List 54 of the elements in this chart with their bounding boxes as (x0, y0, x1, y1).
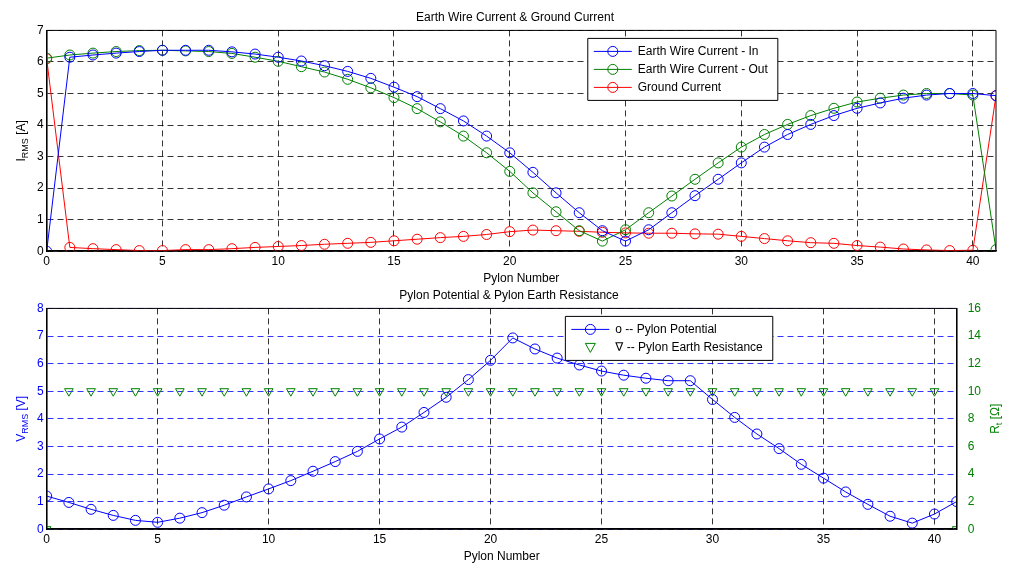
x-tick-label: 40 (927, 531, 942, 546)
y-tick-label: 6 (36, 54, 44, 69)
y2-axis-title: Rt [Ω] (988, 403, 1005, 434)
y-tick-label: 6 (36, 355, 44, 370)
legend-label: Earth Wire Current - In (637, 43, 759, 58)
y2-tick-label: 10 (967, 383, 982, 398)
y2-tick-label: 0 (967, 521, 975, 536)
y2-tick-label: 14 (967, 328, 982, 343)
y-tick-label: 8 (36, 300, 44, 315)
x-tick-label: 5 (154, 531, 162, 546)
y2-tick-label: 16 (967, 300, 982, 315)
y-tick-label: 3 (36, 438, 44, 453)
y-tick-label: 7 (36, 22, 44, 37)
x-tick-label: 20 (483, 531, 498, 546)
x-tick-label: 35 (816, 531, 831, 546)
y-tick-label: 2 (36, 466, 44, 481)
x-tick-label: 5 (159, 253, 167, 268)
y-tick-label: 3 (36, 148, 44, 163)
y-tick-label: 5 (36, 85, 44, 100)
y-tick-label: 0 (36, 243, 44, 258)
legend-label: Ground Current (637, 79, 722, 94)
x-tick-label: 30 (705, 531, 720, 546)
y2-tick-label: 2 (967, 493, 975, 508)
x-axis-title: Pylon Number (463, 549, 540, 564)
x-tick-label: 10 (271, 253, 286, 268)
legend-label: o -- Pylon Potential (615, 321, 717, 336)
x-tick-label: 40 (966, 253, 980, 268)
x-tick-label: 15 (387, 253, 401, 268)
x-tick-label: 25 (618, 253, 633, 268)
x-tick-label: 25 (594, 531, 609, 546)
y-tick-label: 2 (36, 180, 44, 195)
y-tick-label: 1 (36, 493, 44, 508)
chart-title: Pylon Potential & Pylon Earth Resistance (399, 287, 620, 302)
x-tick-label: 35 (850, 253, 865, 268)
y-axis-title: VRMS [V] (14, 395, 31, 442)
y-tick-label: 1 (36, 211, 44, 226)
x-tick-label: 30 (734, 253, 749, 268)
y-tick-label: 5 (36, 383, 44, 398)
legend-label: ∇ -- Pylon Earth Resistance (614, 339, 764, 354)
y-axis-title: IRMS [A] (14, 120, 31, 162)
y-tick-label: 7 (36, 328, 44, 343)
y-tick-label: 4 (36, 117, 44, 132)
y-tick-label: 0 (36, 521, 44, 536)
y2-tick-label: 8 (967, 411, 975, 426)
chart-title: Earth Wire Current & Ground Current (415, 9, 615, 24)
x-axis-title: Pylon Number (483, 271, 560, 286)
y2-tick-label: 12 (967, 355, 982, 370)
x-tick-label: 20 (503, 253, 517, 268)
y-tick-label: 4 (36, 411, 44, 426)
x-tick-label: 10 (261, 531, 276, 546)
x-tick-label: 15 (372, 531, 387, 546)
y2-tick-label: 6 (967, 438, 975, 453)
y2-tick-label: 4 (967, 466, 975, 481)
legend-label: Earth Wire Current - Out (637, 61, 769, 76)
